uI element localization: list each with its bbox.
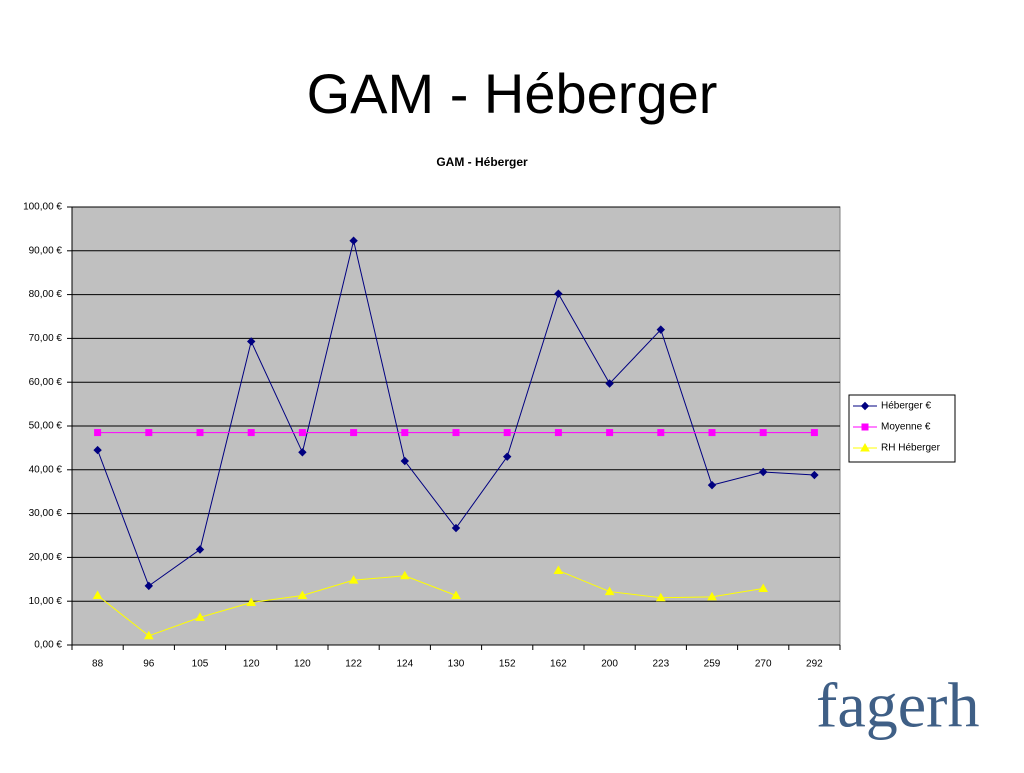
data-point [810, 470, 819, 480]
x-tick-label: 122 [345, 659, 362, 670]
data-point [656, 325, 666, 334]
data-point [707, 591, 717, 601]
data-point [144, 581, 154, 591]
data-point [554, 289, 563, 298]
x-tick-label: 120 [243, 659, 260, 670]
x-tick-label: 88 [92, 659, 104, 670]
data-point [93, 445, 102, 455]
x-tick-label: 120 [294, 659, 311, 670]
x-tick-label: 292 [806, 659, 823, 670]
data-point [399, 570, 410, 580]
data-point [606, 429, 614, 437]
y-tick-label: 60,00 € [29, 377, 63, 388]
legend-marker [860, 401, 870, 411]
legend-label: RH Héberger [881, 443, 941, 454]
legend-label: Moyenne € [881, 422, 931, 433]
data-point [707, 480, 717, 490]
x-tick-label: 162 [550, 659, 567, 670]
x-tick-label: 130 [448, 659, 465, 670]
y-tick-label: 0,00 € [34, 640, 62, 651]
y-tick-label: 20,00 € [29, 552, 63, 563]
data-point [348, 575, 359, 584]
data-point [758, 583, 769, 592]
logo: fagerh [816, 670, 979, 741]
data-point [503, 429, 511, 437]
data-point [553, 565, 564, 575]
data-point [349, 236, 358, 245]
y-tick-label: 100,00 € [23, 202, 62, 213]
data-point [145, 429, 153, 437]
x-tick-label: 259 [704, 659, 721, 670]
data-point [246, 337, 256, 346]
data-point [246, 597, 257, 607]
data-point [554, 429, 562, 437]
data-point [605, 379, 614, 388]
data-point [94, 429, 102, 437]
data-point [451, 590, 461, 600]
data-point [350, 429, 358, 437]
x-tick-label: 270 [755, 659, 772, 670]
data-point [452, 429, 460, 437]
data-point [298, 429, 306, 437]
y-tick-label: 40,00 € [29, 464, 63, 475]
data-point [92, 590, 103, 600]
y-tick-label: 50,00 € [29, 421, 63, 432]
y-tick-label: 10,00 € [29, 596, 63, 607]
y-tick-label: 70,00 € [29, 333, 63, 344]
y-tick-label: 80,00 € [29, 289, 63, 300]
data-point [400, 456, 410, 466]
data-point [604, 586, 615, 596]
data-point [502, 452, 512, 461]
x-tick-label: 223 [652, 659, 669, 670]
data-point [195, 612, 205, 621]
data-point [657, 429, 665, 437]
data-point [297, 590, 308, 600]
data-point [810, 429, 818, 437]
x-tick-label: 152 [499, 659, 516, 670]
data-point [655, 592, 666, 602]
chart-title: GAM - Héberger [436, 155, 528, 169]
slide-title: GAM - Héberger [307, 62, 718, 125]
series-line [97, 575, 457, 637]
x-tick-label: 200 [601, 659, 618, 670]
data-point [195, 545, 205, 554]
y-tick-label: 30,00 € [29, 508, 63, 519]
x-tick-label: 105 [192, 659, 209, 670]
legend-marker [861, 423, 869, 431]
y-tick-label: 90,00 € [29, 245, 63, 256]
data-point [298, 448, 307, 457]
data-point [401, 429, 409, 437]
data-point [451, 523, 461, 533]
data-point [196, 429, 204, 437]
legend-marker [860, 442, 870, 452]
data-point [143, 630, 154, 640]
data-point [759, 429, 767, 437]
x-tick-label: 96 [143, 659, 155, 670]
data-point [758, 467, 768, 477]
x-tick-label: 124 [396, 659, 413, 670]
data-point [247, 429, 255, 437]
legend-label: Héberger € [881, 401, 931, 412]
data-point [708, 429, 716, 437]
